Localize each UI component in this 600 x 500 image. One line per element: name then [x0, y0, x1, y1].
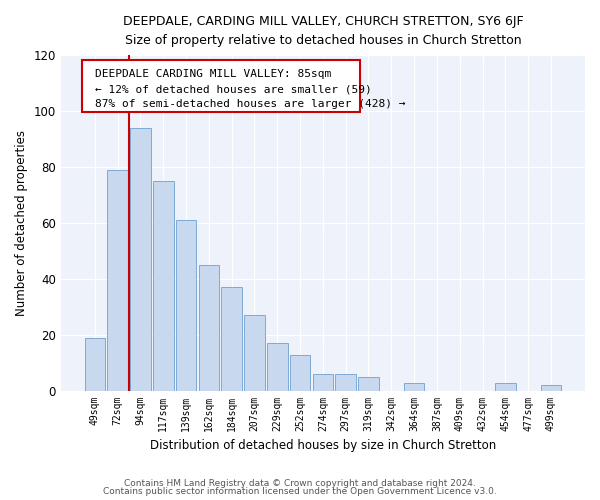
Bar	[221, 288, 242, 391]
Bar	[313, 374, 333, 391]
Bar	[130, 128, 151, 391]
Bar	[244, 316, 265, 391]
Bar	[107, 170, 128, 391]
Bar	[335, 374, 356, 391]
Bar	[404, 382, 424, 391]
Bar	[541, 386, 561, 391]
Bar	[358, 377, 379, 391]
Bar	[267, 344, 287, 391]
Title: DEEPDALE, CARDING MILL VALLEY, CHURCH STRETTON, SY6 6JF
Size of property relativ: DEEPDALE, CARDING MILL VALLEY, CHURCH ST…	[122, 15, 523, 47]
Bar	[290, 354, 310, 391]
Text: Contains HM Land Registry data © Crown copyright and database right 2024.: Contains HM Land Registry data © Crown c…	[124, 478, 476, 488]
Bar	[176, 220, 196, 391]
X-axis label: Distribution of detached houses by size in Church Stretton: Distribution of detached houses by size …	[150, 440, 496, 452]
Y-axis label: Number of detached properties: Number of detached properties	[15, 130, 28, 316]
Text: ← 12% of detached houses are smaller (59): ← 12% of detached houses are smaller (59…	[95, 84, 371, 94]
Bar	[495, 382, 515, 391]
Bar	[199, 265, 219, 391]
Bar	[85, 338, 105, 391]
FancyBboxPatch shape	[82, 60, 359, 112]
Text: Contains public sector information licensed under the Open Government Licence v3: Contains public sector information licen…	[103, 487, 497, 496]
Text: DEEPDALE CARDING MILL VALLEY: 85sqm: DEEPDALE CARDING MILL VALLEY: 85sqm	[95, 68, 331, 78]
Text: 87% of semi-detached houses are larger (428) →: 87% of semi-detached houses are larger (…	[95, 100, 406, 110]
Bar	[153, 181, 173, 391]
